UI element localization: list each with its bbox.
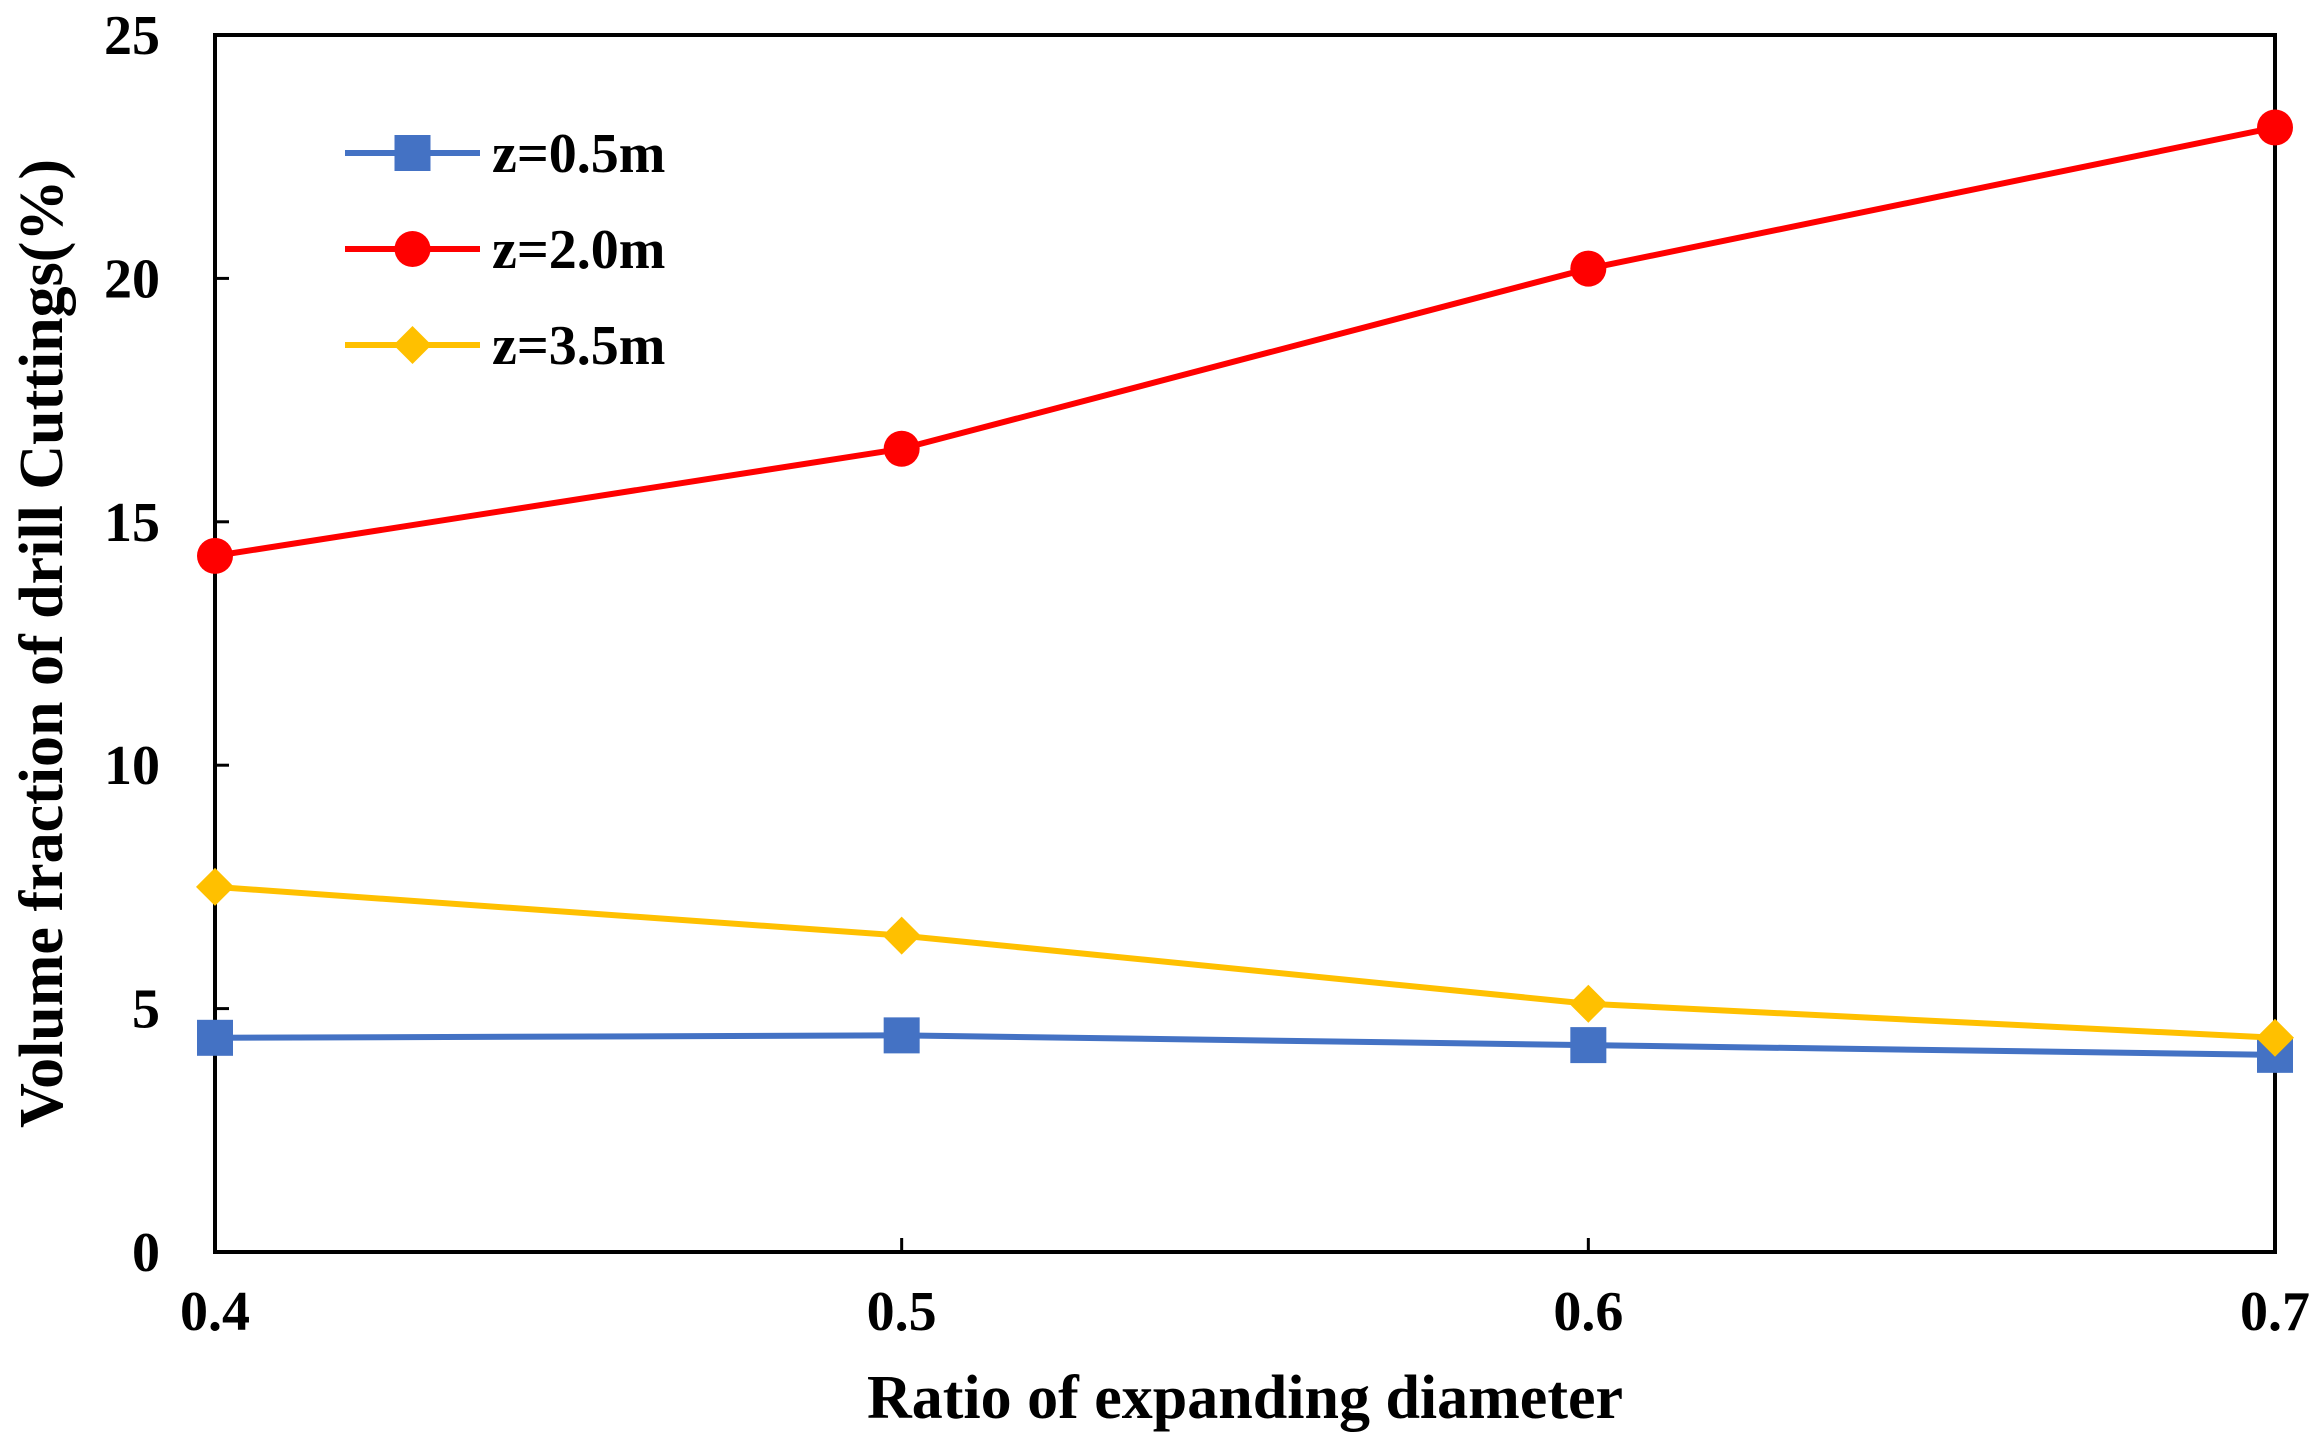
data-point-z-0-5m bbox=[883, 1017, 920, 1054]
data-point-z-3-5m bbox=[2256, 1018, 2294, 1057]
legend-marker bbox=[393, 326, 432, 364]
y-tick-label: 0 bbox=[132, 1222, 160, 1284]
y-tick-label: 20 bbox=[104, 248, 160, 310]
legend-marker bbox=[394, 135, 431, 171]
legend-entry: z=2.0m bbox=[345, 219, 665, 281]
data-point-z-2-0m bbox=[1570, 250, 1607, 287]
y-tick-label: 5 bbox=[132, 979, 160, 1041]
x-axis-title: Ratio of expanding diameter bbox=[867, 1364, 1623, 1432]
legend-entry: z=3.5m bbox=[345, 315, 665, 377]
data-point-z-2-0m bbox=[883, 430, 920, 467]
series-z-0-5m bbox=[197, 1017, 2293, 1073]
y-tick-label: 15 bbox=[104, 492, 160, 554]
x-tick-label: 0.6 bbox=[1553, 1281, 1623, 1343]
y-tick-label: 10 bbox=[104, 735, 160, 797]
series-z-2-0m bbox=[197, 109, 2293, 574]
y-axis-title: Volume fraction of drill Cuttings(%) bbox=[8, 159, 76, 1128]
series-line-z-2-0m bbox=[214, 124, 2276, 559]
legend-marker bbox=[394, 231, 431, 267]
x-tick-label: 0.7 bbox=[2240, 1281, 2310, 1343]
series-z-3-5m bbox=[196, 867, 2294, 1057]
x-tick-label: 0.4 bbox=[180, 1281, 250, 1343]
data-point-z-3-5m bbox=[882, 916, 921, 955]
data-point-z-3-5m bbox=[196, 867, 234, 906]
series-line-z-0-5m bbox=[214, 1032, 2276, 1058]
x-tick-label: 0.5 bbox=[867, 1281, 937, 1343]
data-point-z-2-0m bbox=[197, 537, 233, 574]
series-line-z-3-5m bbox=[214, 883, 2276, 1041]
data-point-z-0-5m bbox=[1570, 1027, 1607, 1064]
legend-label: z=2.0m bbox=[492, 219, 665, 281]
data-point-z-0-5m bbox=[197, 1019, 233, 1056]
data-point-z-2-0m bbox=[2257, 109, 2293, 146]
plot-area-frame bbox=[213, 33, 2277, 1254]
y-tick-label: 25 bbox=[104, 5, 160, 67]
legend-entry: z=0.5m bbox=[345, 123, 665, 185]
legend-label: z=3.5m bbox=[492, 315, 665, 377]
legend-label: z=0.5m bbox=[492, 123, 665, 185]
data-point-z-3-5m bbox=[1569, 984, 1608, 1023]
